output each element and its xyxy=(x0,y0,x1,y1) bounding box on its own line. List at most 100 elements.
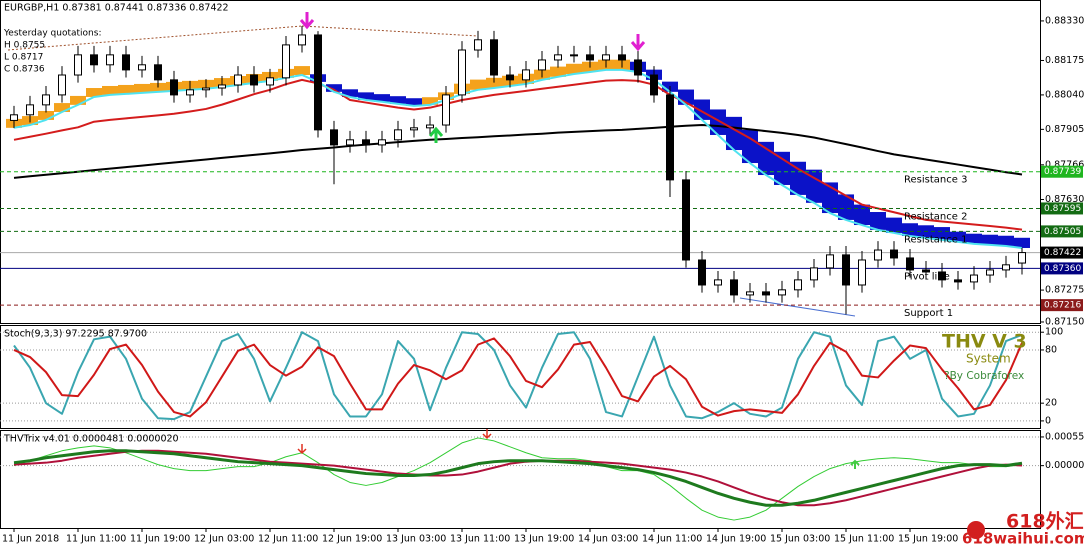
x-tick-label: 14 Jun 03:00 xyxy=(578,534,638,545)
candle-body xyxy=(362,139,370,146)
candle-body xyxy=(890,249,898,259)
trend-line xyxy=(7,25,303,51)
candle-body xyxy=(234,74,242,86)
buy-arrow xyxy=(428,126,444,143)
candle-body xyxy=(506,74,514,81)
band-segment xyxy=(102,85,118,95)
series-line xyxy=(13,337,1023,418)
y-tick-label: 0.000559 xyxy=(1045,431,1084,442)
candle-body xyxy=(1018,252,1026,264)
trix-sell-arrow xyxy=(297,444,307,455)
band-segment xyxy=(70,95,86,105)
candle-body xyxy=(170,79,178,96)
series-line xyxy=(13,449,1023,507)
candle-body xyxy=(474,39,482,51)
watermark: 618外汇网 618waihui.com xyxy=(962,510,1084,546)
signal-arrows xyxy=(297,12,860,469)
y-tick-label: 0.88040 xyxy=(1045,89,1084,100)
band-segment xyxy=(886,217,902,233)
y-tick-label: 0.88330 xyxy=(1045,15,1084,26)
candle-body xyxy=(442,94,450,126)
y-tick-label: 0.87275 xyxy=(1045,285,1084,296)
candle-body xyxy=(10,114,18,121)
band-segment xyxy=(390,96,406,104)
candle-body xyxy=(698,259,706,286)
candle-body xyxy=(778,289,786,296)
x-tick-label: 12 Jun 11:00 xyxy=(258,534,318,545)
level-price-box xyxy=(1041,202,1083,215)
candle-body xyxy=(746,291,754,296)
candle-body xyxy=(138,64,146,71)
candle-body xyxy=(634,59,642,76)
watermark-name: 618外汇网 xyxy=(1006,510,1084,533)
frame xyxy=(0,0,1041,529)
candle-body xyxy=(986,269,994,276)
watermark-logo xyxy=(967,521,985,539)
level-price: 0.87739 xyxy=(1044,167,1081,177)
band-segment xyxy=(774,151,790,185)
candle-body xyxy=(618,54,626,61)
panel-title: THVTrix v4.01 0.0000481 0.0000020 xyxy=(3,434,179,445)
candle-body xyxy=(202,87,210,91)
y-tick-label: 0.87630 xyxy=(1045,194,1084,205)
trend-line xyxy=(739,297,856,317)
annotation: C 0.8736 xyxy=(4,65,45,75)
x-tick-label: 11 Jun 19:00 xyxy=(130,534,190,545)
band-segment xyxy=(854,204,870,226)
level-label: Pivot line xyxy=(904,271,950,282)
band-segment xyxy=(342,89,358,97)
band-segment xyxy=(486,77,502,89)
annotation: Yesterday quotations: xyxy=(3,29,101,39)
y-tick-label: 0 xyxy=(1045,415,1051,426)
band-segment xyxy=(742,129,758,164)
panel-title: EURGBP,H1 0.87381 0.87441 0.87336 0.8742… xyxy=(4,3,229,14)
y-tick-label: 0.88175 xyxy=(1045,55,1084,66)
band-segment xyxy=(86,88,102,97)
candle-body xyxy=(570,54,578,57)
candle-body xyxy=(26,104,34,116)
level-label: Resistance 1 xyxy=(904,234,967,245)
candle-body xyxy=(426,124,434,129)
band-segment xyxy=(566,63,582,74)
series-line xyxy=(13,331,1023,421)
candle-body xyxy=(874,249,882,261)
candle-body xyxy=(90,54,98,66)
x-tick-label: 13 Jun 11:00 xyxy=(450,534,510,545)
candle-body xyxy=(922,269,930,273)
candle-body xyxy=(282,44,290,79)
candle-body xyxy=(154,64,162,81)
x-tick-label: 15 Jun 03:00 xyxy=(770,534,830,545)
candle-body xyxy=(58,74,66,96)
candle-body xyxy=(378,139,386,146)
candle-body xyxy=(938,271,946,281)
sell-arrow xyxy=(299,12,315,30)
last-price: 0.87422 xyxy=(1044,248,1081,258)
candle-body xyxy=(1002,264,1010,271)
level-price-box xyxy=(1041,299,1083,312)
band-segment xyxy=(726,116,742,151)
annotation: L 0.8717 xyxy=(4,53,43,63)
level-label: Resistance 3 xyxy=(904,175,967,186)
candle-body xyxy=(970,274,978,283)
series-line xyxy=(13,449,1023,507)
level-price: 0.87595 xyxy=(1044,204,1081,214)
last-price-box xyxy=(1041,246,1083,259)
candle-body xyxy=(74,54,82,76)
band-segment xyxy=(550,66,566,77)
trix-panel xyxy=(0,430,1041,529)
series-line xyxy=(13,78,1023,231)
band-segment xyxy=(950,231,966,242)
band-segment xyxy=(374,94,390,102)
level-price-box xyxy=(1041,262,1083,275)
band-segment xyxy=(54,103,70,113)
watermark-url: 618waihui.com xyxy=(962,530,1084,546)
sell-arrow xyxy=(630,34,646,52)
x-tick-label: 15 Jun 19:00 xyxy=(898,534,958,545)
band-segment xyxy=(694,99,710,120)
x-tick-label: 13 Jun 19:00 xyxy=(514,534,574,545)
band-segment xyxy=(790,161,806,195)
band-segment xyxy=(806,169,822,203)
annotation: ?By Cobraforex xyxy=(944,370,1024,382)
band-segment xyxy=(966,233,982,244)
